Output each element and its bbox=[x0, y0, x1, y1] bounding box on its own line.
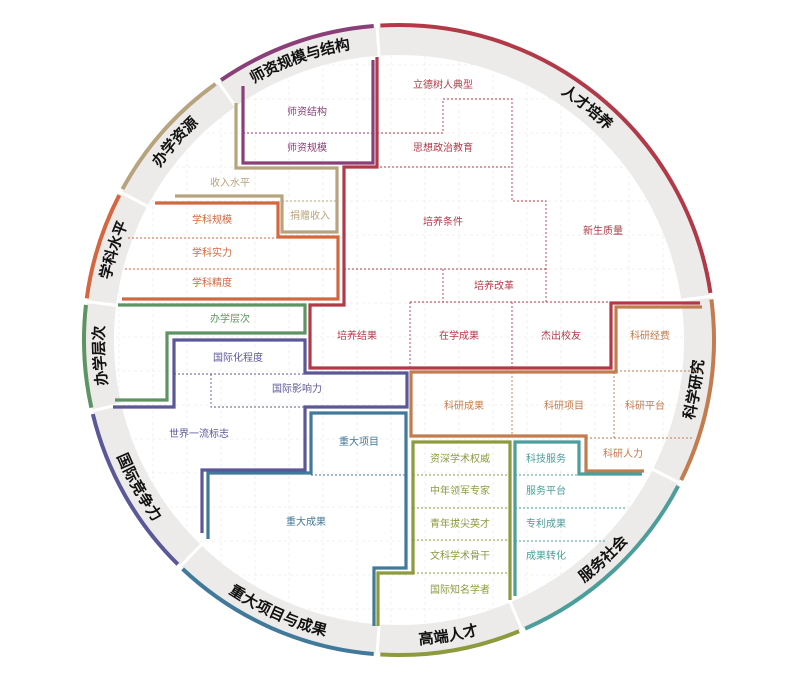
cell-research-funding: 科研经费 bbox=[630, 331, 670, 342]
cell-faculty-scale: 师资规模 bbox=[287, 143, 327, 154]
boundary-projects bbox=[206, 411, 408, 626]
cell-distinguished-alumni: 杰出校友 bbox=[541, 331, 581, 342]
cell-young-talents: 青年拔尖英才 bbox=[430, 519, 490, 530]
cell-international-influence: 国际影响力 bbox=[272, 384, 322, 395]
ring-separator bbox=[650, 467, 684, 487]
cell-income-level: 收入水平 bbox=[210, 178, 250, 189]
boundary-talent bbox=[308, 57, 700, 370]
cell-discipline-precision: 学科精度 bbox=[192, 278, 232, 289]
ring-separator bbox=[87, 402, 124, 414]
ring-separator bbox=[116, 188, 150, 209]
dimension-arc bbox=[181, 567, 374, 656]
dimension-arc bbox=[84, 194, 122, 299]
cell-internationalization: 国际化程度 bbox=[213, 353, 263, 364]
cell-freshman-quality: 新生质量 bbox=[583, 226, 623, 237]
cell-student-achievements: 在学成果 bbox=[439, 331, 479, 342]
dimension-arc bbox=[90, 413, 180, 566]
cell-school-level: 办学层次 bbox=[210, 314, 250, 325]
cell-patents: 专利成果 bbox=[526, 519, 566, 530]
dimension-arc bbox=[679, 299, 716, 481]
cell-service-platforms: 服务平台 bbox=[526, 486, 566, 497]
boundary-service bbox=[513, 440, 642, 596]
cell-humanities-core: 文科学术骨干 bbox=[430, 551, 490, 562]
cell-major-achievements: 重大成果 bbox=[286, 517, 326, 528]
boundary-resources bbox=[175, 103, 339, 234]
cell-midcareer-leaders: 中年领军专家 bbox=[430, 486, 490, 497]
region-boundaries bbox=[113, 57, 702, 626]
dimension-arc bbox=[120, 82, 217, 191]
dimension-arc bbox=[219, 24, 374, 82]
cell-world-class-marks: 世界一流标志 bbox=[169, 429, 229, 440]
boundary-international bbox=[113, 338, 409, 533]
dimension-arc bbox=[524, 485, 680, 631]
cell-faculty-structure: 师资结构 bbox=[287, 107, 327, 118]
cell-research-staff: 科研人力 bbox=[603, 449, 643, 460]
ring-band bbox=[85, 26, 713, 654]
cell-tech-transfer: 成果转化 bbox=[526, 551, 566, 562]
cell-discipline-scale: 学科规模 bbox=[192, 215, 232, 226]
cell-training-results: 培养结果 bbox=[337, 331, 377, 342]
cell-tech-services: 科技服务 bbox=[526, 454, 566, 465]
boundary-faculty bbox=[241, 60, 375, 165]
ring-separator bbox=[508, 599, 526, 635]
cell-research-projects: 科研项目 bbox=[544, 401, 584, 412]
ring-separator bbox=[214, 77, 238, 110]
ring-separator bbox=[679, 294, 716, 303]
cell-donation-income: 捐赠收入 bbox=[290, 211, 330, 222]
cell-discipline-strength: 学科实力 bbox=[192, 248, 232, 259]
ring-separator bbox=[82, 299, 119, 307]
boundary-discipline bbox=[122, 201, 340, 301]
dimension-arc bbox=[380, 23, 713, 294]
ring-separator bbox=[176, 542, 204, 571]
cell-research-output: 科研成果 bbox=[444, 401, 484, 412]
cell-training-reform: 培养改革 bbox=[474, 281, 514, 292]
cell-ideological-education: 思想政治教育 bbox=[413, 143, 473, 154]
cell-international-scholars: 国际知名学者 bbox=[430, 585, 490, 596]
cell-lide-shuren: 立德树人典型 bbox=[413, 80, 473, 91]
ring-separator bbox=[375, 21, 381, 58]
ring-separator bbox=[375, 622, 381, 659]
sub-dividers bbox=[125, 98, 703, 574]
cell-senior-authorities: 资深学术权威 bbox=[430, 454, 490, 465]
dimension-arc bbox=[380, 629, 520, 657]
dimension-arc bbox=[82, 304, 94, 409]
boundary-level bbox=[115, 303, 307, 402]
boundary-talents bbox=[376, 440, 512, 626]
cell-research-platforms: 科研平台 bbox=[625, 401, 665, 412]
boundary-research bbox=[409, 305, 702, 473]
cell-major-projects: 重大项目 bbox=[339, 437, 379, 448]
cell-training-conditions: 培养条件 bbox=[423, 217, 463, 228]
